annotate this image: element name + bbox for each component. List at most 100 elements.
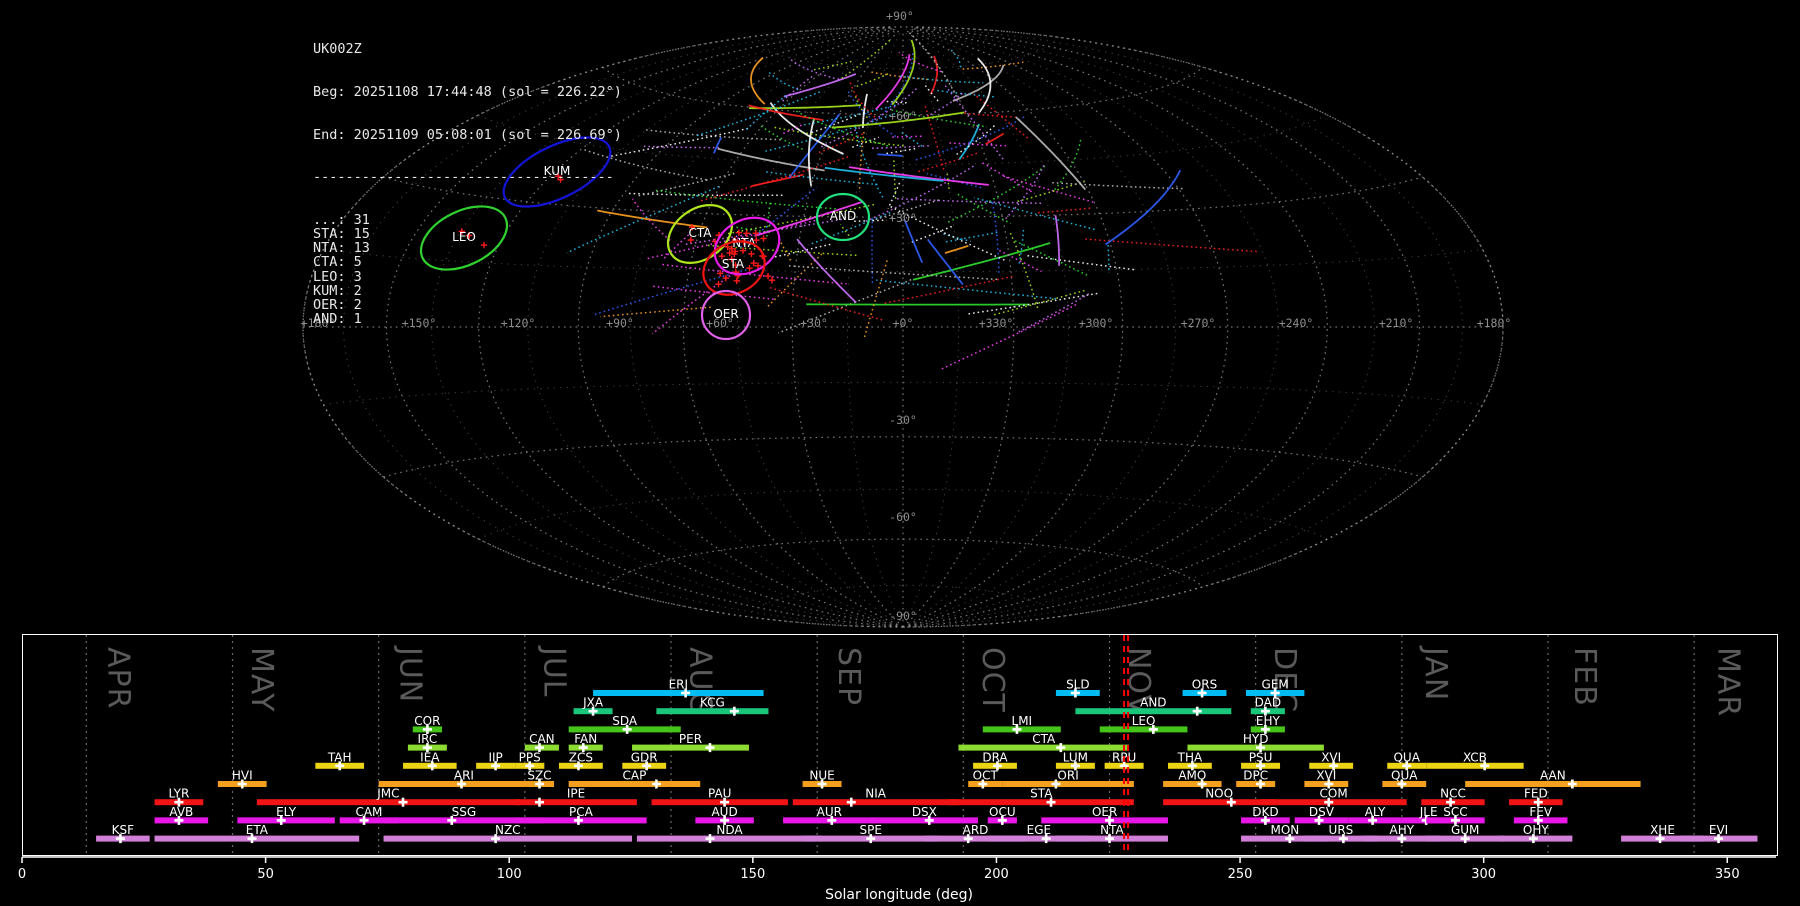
shower-bar-dra[interactable]: DRA [973,750,1017,771]
shower-bar-spe[interactable]: SPE [802,823,939,844]
shower-bar-qua[interactable]: QUA [1387,750,1427,771]
shower-bar-and[interactable]: AND [1075,696,1232,716]
shower-bar-ege[interactable]: EGE [987,823,1091,844]
shower-bar-cap[interactable]: CAP [568,769,701,789]
shower-bar-leo[interactable]: LEO [1099,714,1188,734]
shower-bar-iea[interactable]: IEA [403,750,457,771]
shower-bar-ocu[interactable]: OCU [987,805,1017,825]
sky-map-canvas[interactable]: KUM LEO CTA NTA STA AND OER +90° +60° +30° -30° -60… [0,0,1800,630]
shower-bar-pau[interactable]: PAU [651,787,788,807]
shower-bar-cor[interactable]: COR [412,714,443,734]
shower-bar-oer[interactable]: OER [1041,805,1168,825]
shower-ellipse-and[interactable]: AND [815,192,871,242]
bar-rect[interactable] [636,835,823,842]
bar-rect[interactable] [1163,799,1276,806]
shower-bar-xhe[interactable]: XHE [1621,823,1704,844]
shower-bar-eta[interactable]: ETA [154,823,360,844]
shower-bar-dpc[interactable]: DPC [1236,769,1276,789]
shower-bar-jmc[interactable]: JMC [256,787,520,807]
shower-bar-dsx[interactable]: DSX [870,805,978,825]
bar-rect[interactable] [339,817,399,824]
shower-bar-com[interactable]: COM [1260,787,1407,807]
shower-bar-ahy[interactable]: AHY [1362,823,1441,844]
shower-bar-fan[interactable]: FAN [568,732,603,753]
shower-ellipse-leo[interactable]: LEO [411,194,517,283]
shower-bar-ori[interactable]: ORI [1002,769,1134,789]
shower-bar-ard[interactable]: ARD [924,823,1027,844]
shower-bar-ipe[interactable]: IPE [515,787,637,807]
shower-bar-can[interactable]: CAN [524,732,559,753]
shower-bar-ssg[interactable]: SSG [383,805,545,825]
shower-bar-scc[interactable]: SCC [1426,805,1485,825]
bar-rect[interactable] [1002,781,1134,787]
shower-bar-sld[interactable]: SLD [1055,678,1100,698]
bar-rect[interactable] [987,835,1091,842]
bar-rect[interactable] [383,835,633,842]
timeline-canvas[interactable]: APR MAY JUN JUL AUG SEP OCT NOV DEC JAN FEB MAR ERI S… [23,635,1777,855]
bar-rect[interactable] [383,817,545,824]
shower-bar-sta[interactable]: STA [948,787,1134,807]
shower-bar-oct[interactable]: OCT [968,769,1003,789]
shower-bar-gum[interactable]: GUM [1426,823,1505,844]
shower-bar-tah[interactable]: TAH [315,750,365,771]
bar-rect[interactable] [593,690,764,696]
bar-rect[interactable] [1099,726,1188,733]
shower-bar-mon[interactable]: MON [1241,823,1329,844]
shower-bar-lmi[interactable]: LMI [982,714,1061,734]
shower-bar-ors[interactable]: ORS [1182,678,1227,698]
bar-rect[interactable] [870,817,978,824]
shower-bar-amo[interactable]: AMO [1163,769,1222,789]
shower-bar-dkd[interactable]: DKD [1241,805,1290,825]
shower-bars[interactable]: ERI SLD ORS GEM JXA KCG AND DAD COR SDA LMI LEO EHY I… [96,678,1758,844]
shower-bar-jxa[interactable]: JXA [573,696,613,716]
shower-bar-per[interactable]: PER [632,732,749,753]
bar-rect[interactable] [632,744,749,751]
shower-bar-ncc[interactable]: NCC [1421,787,1485,807]
shower-bar-cam[interactable]: CAM [339,805,399,825]
shower-ellipse-sta[interactable]: STA [694,231,774,305]
shower-bar-hyd[interactable]: HYD [1187,732,1324,753]
bar-rect[interactable] [1041,817,1168,824]
shower-bar-ari[interactable]: ARI [378,769,550,789]
shower-bar-ehy[interactable]: EHY [1250,714,1285,734]
shower-bar-kcg[interactable]: KCG [656,696,769,716]
shower-bar-dsv[interactable]: DSV [1294,805,1349,825]
bar-rect[interactable] [256,799,520,806]
shower-bar-ksf[interactable]: KSF [96,823,150,844]
shower-bar-pca[interactable]: PCA [515,805,647,825]
shower-bar-nta[interactable]: NTA [1055,823,1168,844]
shower-bar-gdr[interactable]: GDR [622,750,667,771]
bar-rect[interactable] [1187,744,1324,751]
shower-bar-fev[interactable]: FEV [1513,805,1568,825]
bar-rect[interactable] [1465,781,1641,787]
shower-bar-lum[interactable]: LUM [1055,750,1095,771]
bar-rect[interactable] [515,799,637,806]
shower-bar-pps[interactable]: PPS [515,750,545,771]
shower-bar-irc[interactable]: IRC [407,732,447,753]
shower-bar-dad[interactable]: DAD [1250,696,1285,716]
shower-bar-aur[interactable]: AUR [783,805,876,825]
shower-bar-szc[interactable]: SZC [524,769,555,789]
shower-bar-urs[interactable]: URS [1304,823,1378,844]
bar-rect[interactable] [656,708,769,715]
bar-rect[interactable] [1075,708,1232,715]
shower-bar-aly[interactable]: ALY [1348,805,1402,825]
shower-bar-nda[interactable]: NDA [636,823,823,844]
bar-rect[interactable] [1236,781,1276,787]
shower-bar-nue[interactable]: NUE [802,769,842,789]
bar-rect[interactable] [924,835,1027,842]
shower-ellipse-kum[interactable]: KUM [493,123,620,221]
shower-bar-nzc[interactable]: NZC [383,823,633,844]
shower-bar-aan[interactable]: AAN [1465,769,1641,789]
shower-bar-xvi[interactable]: XVI [1304,769,1349,789]
bar-rect[interactable] [792,799,959,806]
bar-rect[interactable] [237,817,335,824]
shower-bar-qua[interactable]: QUA [1382,769,1427,789]
shower-bar-evi[interactable]: EVI [1679,823,1758,844]
bar-rect[interactable] [1260,799,1407,806]
bar-rect[interactable] [651,799,788,806]
bar-rect[interactable] [982,726,1061,733]
bar-rect[interactable] [1163,781,1222,787]
shower-bar-noo[interactable]: NOO [1163,787,1276,807]
bar-rect[interactable] [154,835,360,842]
